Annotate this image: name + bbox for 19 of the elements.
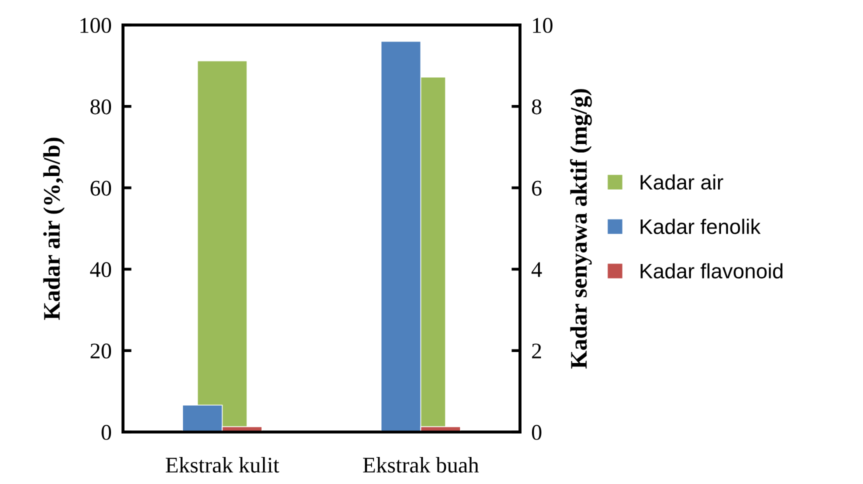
legend-label: Kadar fenolik	[640, 218, 761, 234]
y-tick-label: 40	[90, 262, 112, 278]
y2-tick-label: 4	[532, 262, 542, 277]
y2-tick-label: 2	[532, 344, 541, 358]
y-tick-label: 100	[80, 18, 112, 33]
y-tick-label: 0	[102, 424, 112, 440]
x-tick-label: Ekstrak buah	[363, 457, 479, 473]
y-tick-label: 60	[90, 180, 112, 196]
legend-label: Kadar air	[640, 174, 724, 190]
y2-axis-title: Kadar senyawa aktif (mg/g)	[570, 89, 592, 369]
y2-tick-label: 8	[532, 99, 542, 114]
legend-label: Kadar flavonoid	[640, 263, 782, 279]
y2-tick-label: 0	[532, 424, 542, 440]
y-tick-label: 20	[90, 344, 112, 359]
x-tick-label: Ekstrak kulit	[166, 457, 280, 473]
y2-tick-label: 6	[532, 180, 542, 196]
y-axis-title: Kadar air (%,b/b)	[43, 138, 65, 320]
y2-tick-label: 10	[533, 18, 552, 33]
y-tick-label: 80	[90, 99, 112, 114]
